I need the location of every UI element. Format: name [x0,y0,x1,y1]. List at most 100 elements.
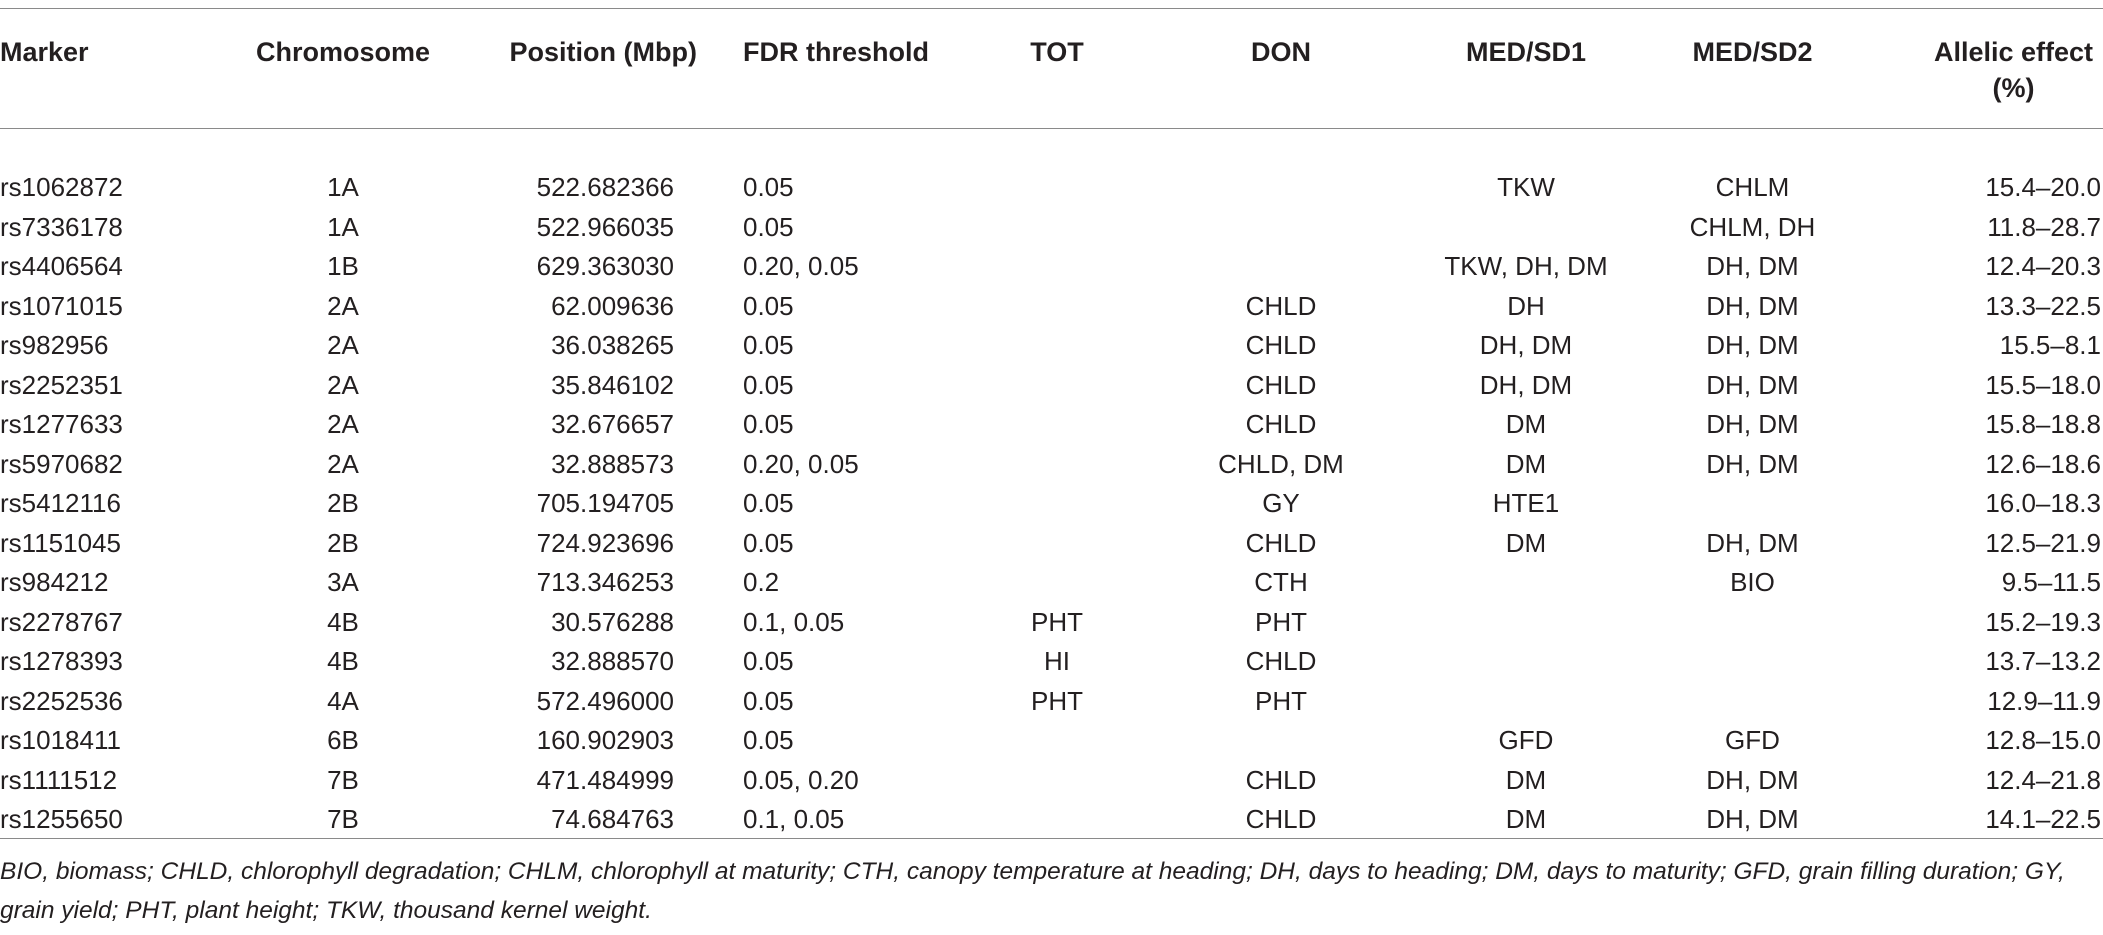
cell-fdr-threshold: 0.05 [743,369,794,400]
cell-med-sd1 [1411,603,1641,643]
cell-med-sd2: GFD [1725,725,1780,755]
cell-fdr-threshold: 0.1, 0.05 [743,804,845,834]
cell-tot [963,326,1151,366]
cell-marker: rs1277633 [0,409,123,439]
cell-med-sd1: TKW [1497,172,1555,202]
cell-fdr-threshold: 0.05 [743,527,794,558]
cell-tot [963,287,1151,327]
table-row: rs1255650 7B 74.684763 0.1, 0.05 CHLD DM DH, D… [0,800,2103,840]
cell-don: CHLD [1245,369,1317,400]
cell-fdr-threshold: 0.05 [743,211,794,242]
table-row: rs1151045 2B 724.923696 0.05 CHLD DM DH, DM 12.… [0,524,2103,564]
cell-med-sd1: HTE1 [1492,488,1560,518]
table-header-rule [0,128,2103,129]
cell-position: 36.038265 [551,330,674,360]
cell-chromosome: 1A [327,172,359,202]
cell-allelic-effect: 13.3–22.5 [1985,290,2101,321]
cell-med-sd1: DH, DM [1479,369,1573,400]
header-tot: TOT [1030,37,1084,67]
cell-chromosome: 7B [327,804,359,834]
cell-tot [963,154,1151,208]
cell-fdr-threshold: 0.05 [743,330,794,360]
cell-med-sd2: BIO [1730,567,1775,597]
cell-med-sd2: DH, DM [1706,409,1799,439]
table-row: rs982956 2A 36.038265 0.05 CHLD DH, DM DH, DM 1… [0,326,2103,366]
cell-don: CTH [1254,567,1308,597]
cell-marker: rs1018411 [0,725,121,755]
cell-position: 62.009636 [551,290,674,321]
cell-med-sd2: CHLM [1715,172,1790,202]
cell-tot: PHT [1031,685,1083,716]
table-row: rs2252351 2A 35.846102 0.05 CHLD DH, DM DH, DM… [0,366,2103,406]
cell-don: CHLD [1245,527,1317,558]
cell-med-sd1: DH [1507,290,1545,321]
header-allelic-effect-line1: Allelic effect [1933,37,2094,67]
marker-table: Marker Chromosome Position (Mbp) FDR thr… [0,8,2103,840]
cell-tot [963,247,1151,287]
cell-marker: rs1071015 [0,290,123,321]
cell-allelic-effect: 15.2–19.3 [1985,606,2101,637]
cell-marker: rs5412116 [0,488,121,518]
cell-marker: rs4406564 [0,251,123,281]
cell-med-sd2: DH, DM [1706,369,1799,400]
cell-don: PHT [1255,685,1307,716]
cell-marker: rs2252351 [0,369,123,400]
cell-med-sd2: DH, DM [1706,251,1799,281]
cell-allelic-effect: 11.8–28.7 [1987,211,2101,242]
cell-marker: rs984212 [0,567,109,597]
cell-med-sd2: DH, DM [1706,290,1799,321]
cell-position: 35.846102 [551,369,674,400]
cell-position: 724.923696 [536,527,674,558]
cell-fdr-threshold: 0.05 [743,685,794,716]
cell-med-sd1: DM [1505,448,1547,479]
cell-chromosome: 2A [327,290,359,321]
cell-fdr-threshold: 0.1, 0.05 [743,606,845,637]
cell-position: 74.684763 [551,804,674,834]
table-row: rs2278767 4B 30.576288 0.1, 0.05 PHT PHT 15.2–… [0,603,2103,643]
cell-chromosome: 2A [327,330,359,360]
cell-position: 522.966035 [536,211,674,242]
cell-med-sd2: DH, DM [1706,527,1799,558]
cell-chromosome: 4B [327,646,359,676]
table-row: rs7336178 1A 522.966035 0.05 CHLM, DH 11.8–28… [0,208,2103,248]
cell-med-sd1 [1411,682,1641,722]
cell-marker: rs982956 [0,330,109,360]
header-allelic-effect-line2: (%) [1992,73,2035,103]
cell-allelic-effect: 13.7–13.2 [1985,646,2101,676]
cell-med-sd1: DM [1505,764,1547,795]
cell-marker: rs1255650 [0,804,123,834]
table-bottom-rule [0,838,2103,839]
cell-chromosome: 6B [327,725,359,755]
table-row: rs1062872 1A 522.682366 0.05 TKW CHLM 15.4–20.… [0,154,2103,208]
cell-tot [963,524,1151,564]
cell-allelic-effect: 12.9–11.9 [1987,685,2101,716]
header-allelic-effect: Allelic effect (%) [1864,8,2103,154]
cell-fdr-threshold: 0.2 [743,567,780,597]
cell-chromosome: 4A [327,685,359,716]
cell-tot [963,366,1151,406]
cell-med-sd1: DM [1505,804,1547,834]
cell-allelic-effect: 15.4–20.0 [1985,172,2101,202]
table-footnote: BIO, biomass; CHLD, chlorophyll degradat… [0,858,2065,924]
cell-med-sd2 [1641,642,1864,682]
cell-allelic-effect: 14.1–22.5 [1985,804,2101,834]
cell-med-sd1: GFD [1498,725,1554,755]
cell-allelic-effect: 16.0–18.3 [1985,488,2101,518]
cell-fdr-threshold: 0.05 [743,725,794,755]
cell-don: CHLD [1245,764,1317,795]
table-row: rs4406564 1B 629.363030 0.20, 0.05 TKW, DH, … [0,247,2103,287]
table-body: rs1062872 1A 522.682366 0.05 TKW CHLM 15.4–20.… [0,154,2103,840]
cell-med-sd2 [1641,682,1864,722]
cell-med-sd2: CHLM, DH [1689,211,1816,242]
table-row: rs5412116 2B 705.194705 0.05 GY HTE1 16.0–18.3 [0,484,2103,524]
cell-med-sd1 [1411,563,1641,603]
table-header: Marker Chromosome Position (Mbp) FDR thr… [0,8,2103,154]
cell-tot [963,761,1151,801]
cell-position: 522.682366 [536,172,674,202]
cell-marker: rs7336178 [0,211,123,242]
table-row: rs1018411 6B 160.902903 0.05 GFD GFD 12.8–15.0 [0,721,2103,761]
cell-allelic-effect: 12.4–21.8 [1985,764,2101,795]
table-row: rs984212 3A 713.346253 0.2 CTH BIO 9.5–11.5 [0,563,2103,603]
header-chromosome: Chromosome [255,37,431,67]
header-marker: Marker [0,37,89,67]
